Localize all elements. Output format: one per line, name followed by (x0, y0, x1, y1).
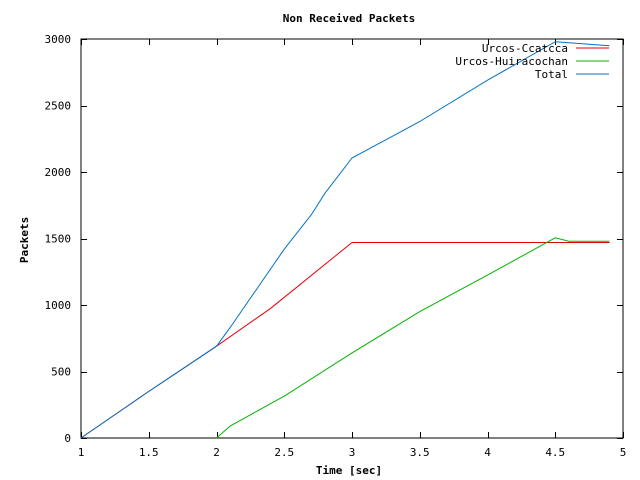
x-tick-label: 3 (349, 446, 356, 459)
series-line-urcos-ccatcca (80, 242, 610, 439)
y-tick-label: 500 (51, 366, 71, 379)
series-line-urcos-huiracochan (216, 237, 610, 439)
y-tick-label: 0 (64, 432, 71, 445)
y-tick-label: 1500 (45, 233, 72, 246)
x-tick-label: 1 (78, 446, 85, 459)
legend-label: Total (535, 68, 568, 81)
x-tick-label: 1.5 (139, 446, 159, 459)
y-tick-label: 2500 (45, 100, 72, 113)
y-tick-label: 3000 (45, 33, 72, 46)
plot-area (80, 38, 624, 439)
x-tick-label: 5 (620, 446, 627, 459)
x-tick-label: 4 (484, 446, 491, 459)
x-tick-label: 3.5 (410, 446, 430, 459)
legend-label: Urcos-Ccatcca (482, 42, 568, 55)
x-tick-label: 2.5 (274, 446, 294, 459)
y-tick-label: 1000 (45, 299, 72, 312)
x-axis: 1 1.5 2 2.5 3 3.5 4 4.5 5 (78, 39, 627, 459)
y-axis: 0 500 1000 1500 2000 2500 3000 (45, 33, 623, 445)
series-line-total (80, 41, 610, 439)
legend-label: Urcos-Huiracochan (455, 55, 568, 68)
x-axis-label: Time [sec] (316, 464, 382, 477)
x-tick-label: 2 (213, 446, 220, 459)
y-tick-label: 2000 (45, 166, 72, 179)
x-tick-label: 4.5 (545, 446, 565, 459)
y-axis-label: Packets (18, 217, 31, 263)
chart-title: Non Received Packets (283, 12, 415, 25)
series-lines (80, 41, 610, 439)
plot-border (80, 38, 624, 439)
